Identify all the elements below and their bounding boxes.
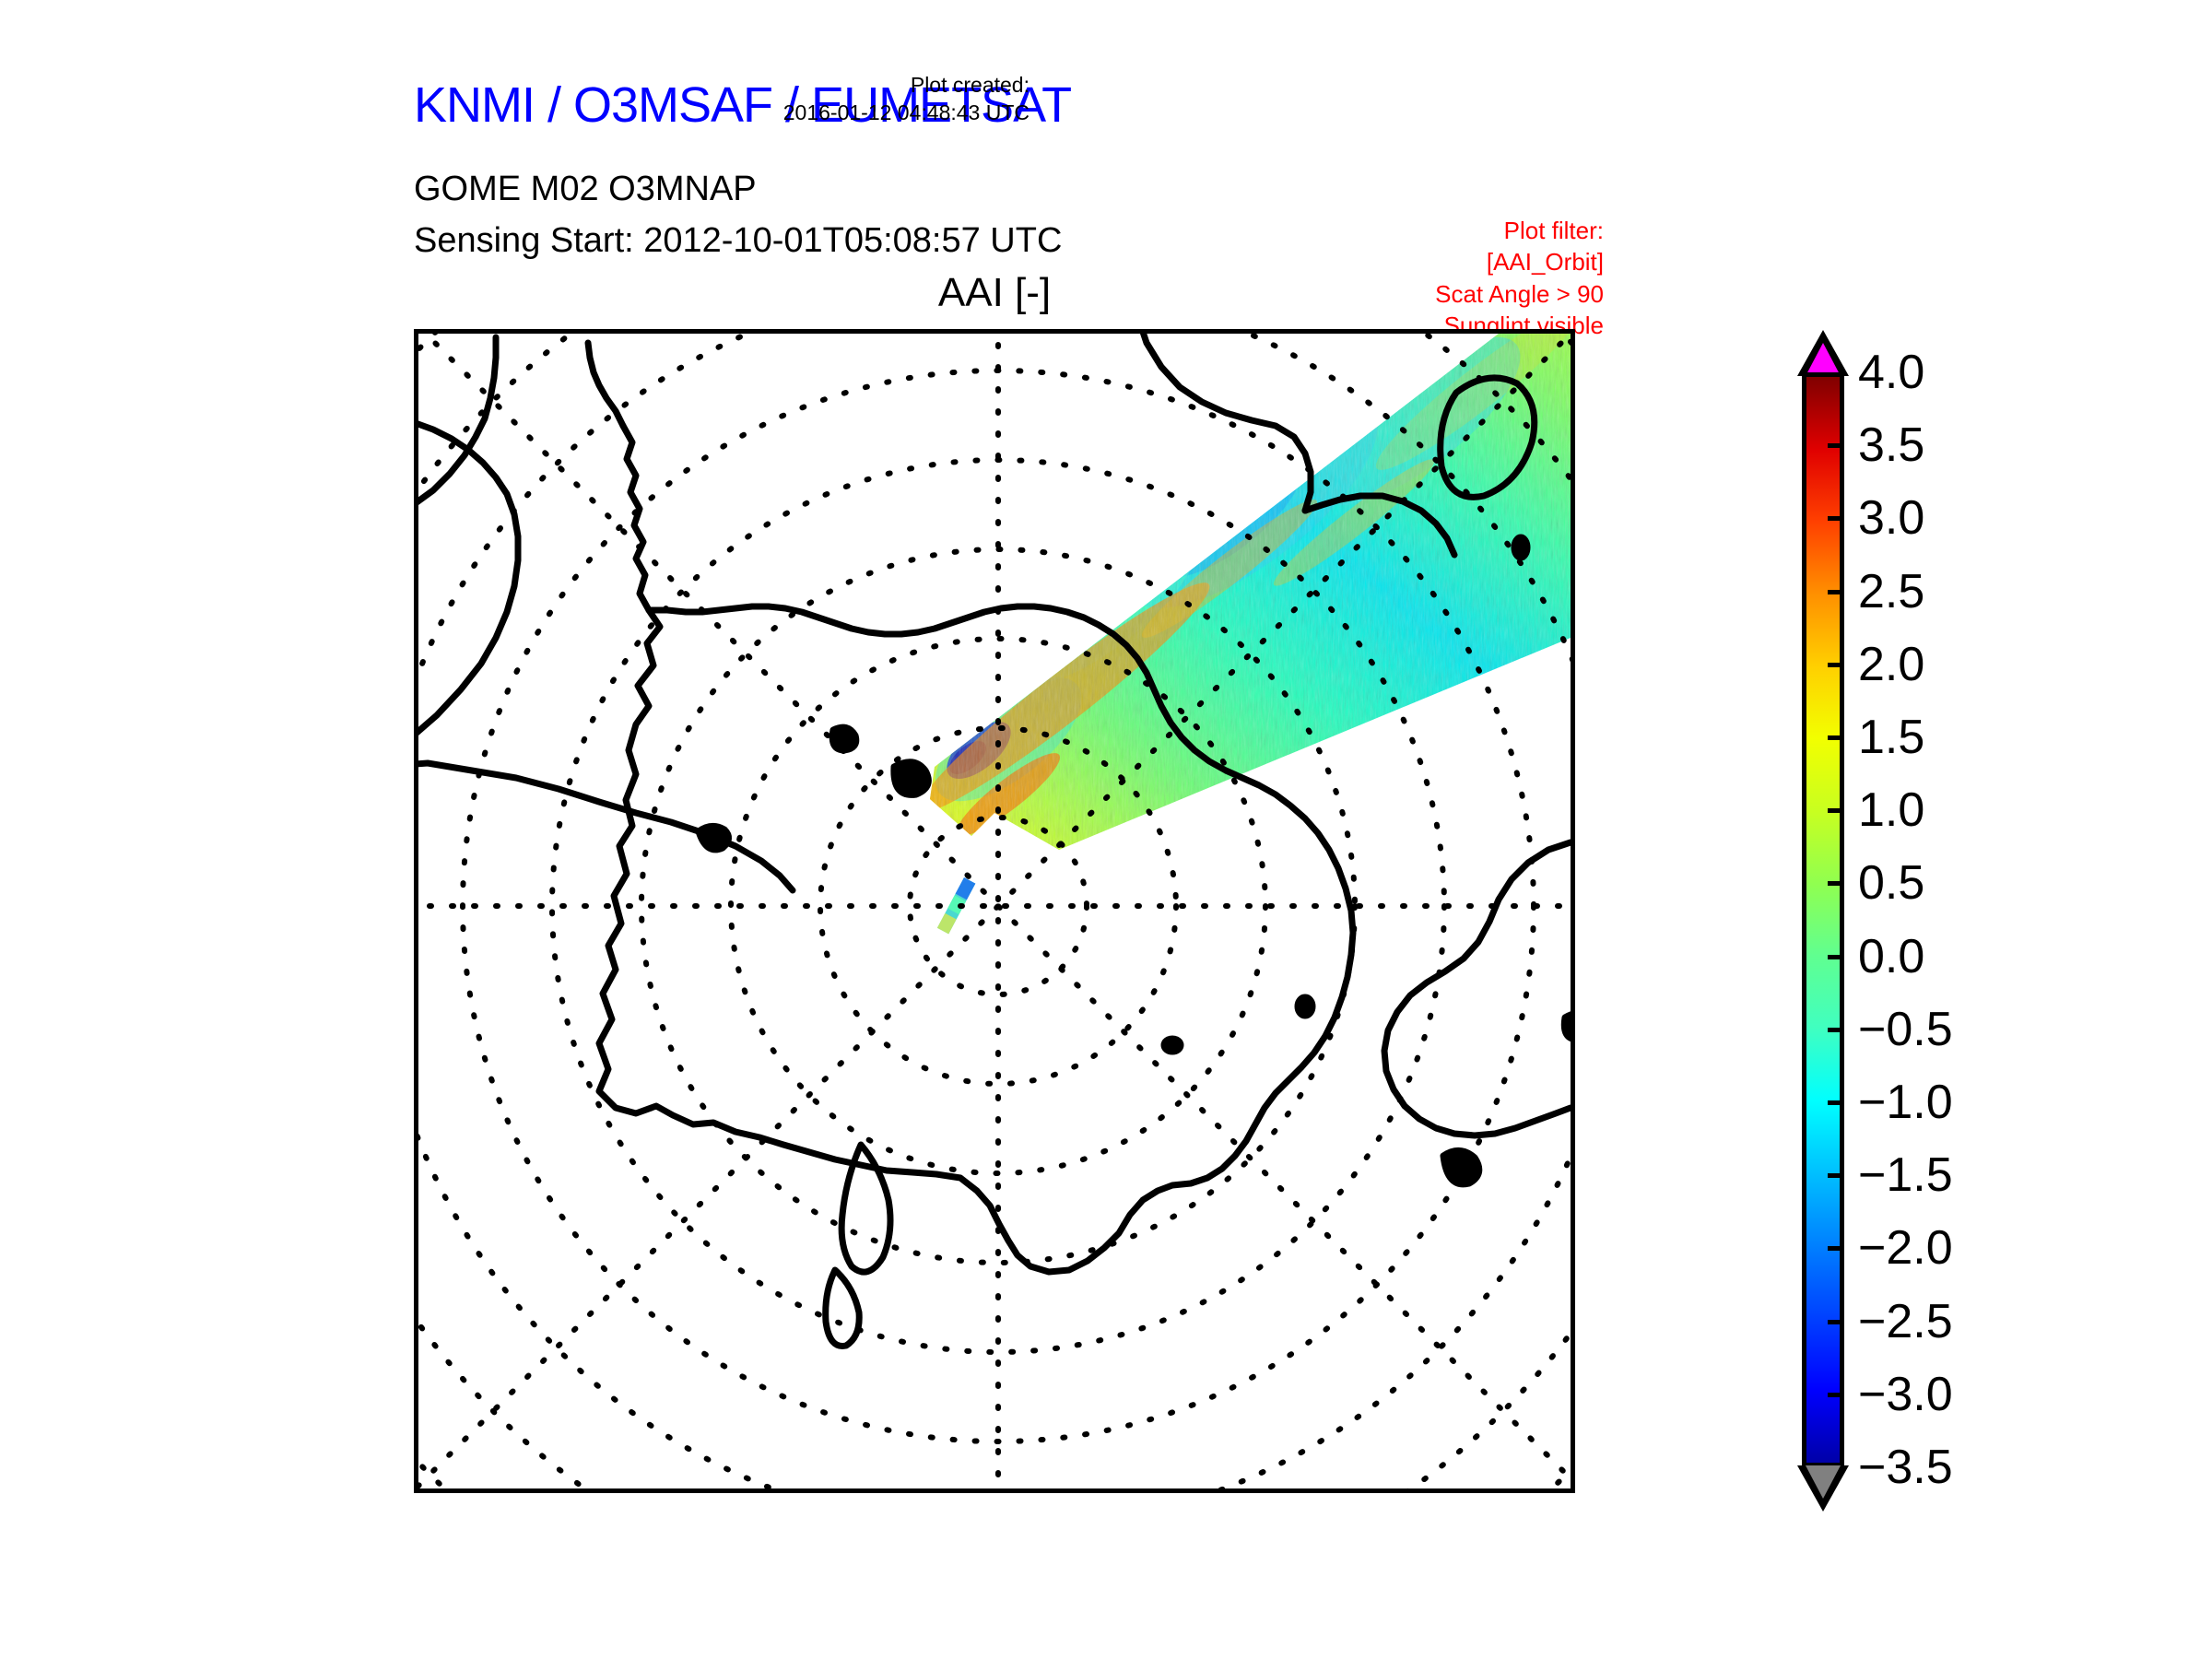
polar-map-svg bbox=[418, 334, 1571, 1488]
colorbar-tick bbox=[1828, 516, 1844, 522]
colorbar-tick-label: 2.5 bbox=[1858, 564, 1925, 618]
colorbar-under-arrow bbox=[1806, 1465, 1841, 1499]
coastlines bbox=[418, 334, 1571, 1349]
plot-filter-product: [AAI_Orbit] bbox=[1486, 248, 1604, 276]
colorbar-tick-label: 0.5 bbox=[1858, 856, 1925, 911]
plot-created-label: Plot created: bbox=[910, 73, 1030, 97]
plot-filter-scat-angle: Scat Angle > 90 bbox=[1435, 279, 1604, 308]
colorbar-tick bbox=[1828, 1100, 1844, 1105]
colorbar-tick-label: −1.0 bbox=[1858, 1076, 1953, 1129]
colorbar[interactable]: 4.0 3.5 3.0 2.5 2.0 1.5 1.0 0.5 0.0 −0.5 −1.0 −1.5 −… bbox=[1797, 330, 2184, 1530]
instrument-subtitle: GOME M02 O3MNAP bbox=[414, 170, 757, 208]
colorbar-tick bbox=[1828, 1392, 1844, 1397]
colorbar-tick-label: 3.5 bbox=[1858, 418, 1925, 473]
colorbar-tick bbox=[1828, 1173, 1844, 1179]
meridians bbox=[418, 334, 1571, 1488]
colorbar-tick-label: 1.5 bbox=[1858, 711, 1925, 764]
colorbar-tick bbox=[1828, 1319, 1844, 1324]
page-title: KNMI / O3MSAF / EUMETSAT bbox=[414, 77, 1072, 133]
swath-sliver bbox=[936, 877, 976, 935]
colorbar-tick bbox=[1828, 443, 1844, 449]
colorbar-tick-label: 4.0 bbox=[1858, 346, 1925, 399]
colorbar-gradient bbox=[1802, 372, 1844, 1467]
colorbar-tick bbox=[1828, 662, 1844, 667]
colorbar-tick-label: 0.0 bbox=[1858, 929, 1925, 983]
map-plot-area[interactable] bbox=[414, 329, 1575, 1493]
colorbar-tick-label: 1.0 bbox=[1858, 783, 1925, 838]
colorbar-tick bbox=[1828, 1027, 1844, 1032]
colorbar-tick-label: −3.5 bbox=[1858, 1441, 1953, 1494]
satellite-swath bbox=[930, 334, 1571, 850]
colorbar-tick-label: −3.0 bbox=[1858, 1367, 1953, 1421]
colorbar-tick-label: −2.5 bbox=[1858, 1294, 1953, 1348]
colorbar-tick-label: −0.5 bbox=[1858, 1002, 1953, 1056]
colorbar-tick-label: 2.0 bbox=[1858, 637, 1925, 691]
colorbar-tick bbox=[1828, 735, 1844, 740]
plot-created-timestamp: 2016-01-12 04:48:43 UTC bbox=[782, 100, 1030, 124]
plot-filter-label: Plot filter: bbox=[1503, 217, 1604, 244]
colorbar-tick bbox=[1828, 1246, 1844, 1252]
colorbar-tick bbox=[1828, 881, 1844, 887]
colorbar-tick bbox=[1828, 954, 1844, 959]
colorbar-tick bbox=[1828, 808, 1844, 814]
axes-title: AAI [-] bbox=[937, 270, 1052, 315]
colorbar-tick-label: −2.0 bbox=[1858, 1221, 1953, 1276]
colorbar-tick-label: −1.5 bbox=[1858, 1148, 1953, 1203]
sensing-start-subtitle: Sensing Start: 2012-10-01T05:08:57 UTC bbox=[414, 221, 1063, 260]
colorbar-tick-label: 3.0 bbox=[1858, 491, 1925, 546]
colorbar-over-arrow bbox=[1806, 343, 1841, 376]
colorbar-tick bbox=[1828, 589, 1844, 594]
plot-created-block: Plot created: 2016-01-12 04:48:43 UTC bbox=[661, 72, 1030, 127]
